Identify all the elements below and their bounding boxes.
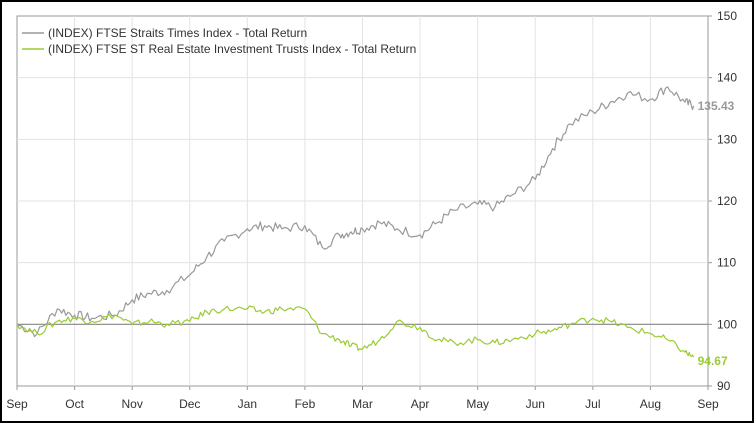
series-line-1	[16, 86, 695, 338]
x-tick-label: Sep	[6, 397, 28, 411]
x-tick-label: Sep	[697, 397, 719, 411]
x-tick-label: Jun	[526, 397, 545, 411]
end-labels: 135.43 94.67	[698, 99, 735, 368]
x-tick-label: Aug	[640, 397, 661, 411]
y-axis: 90 100 110 120 130 140 150	[708, 9, 737, 393]
series-lines	[16, 86, 695, 358]
y-tick-label: 120	[717, 194, 737, 208]
x-tick-label: Nov	[121, 397, 142, 411]
y-tick-label: 110	[717, 256, 736, 270]
end-value-label-1: 135.43	[698, 99, 735, 113]
legend-label-1: (INDEX) FTSE Straits Times Index - Total…	[48, 26, 307, 40]
x-tick-label: Mar	[352, 397, 373, 411]
x-tick-label: Jul	[585, 397, 600, 411]
end-value-label-2: 94.67	[698, 354, 728, 368]
x-tick-label: Apr	[411, 397, 430, 411]
x-tick-label: May	[466, 397, 489, 411]
y-tick-label: 140	[717, 71, 737, 85]
legend: (INDEX) FTSE Straits Times Index - Total…	[22, 26, 416, 56]
y-tick-label: 90	[717, 379, 731, 393]
x-tick-label: Dec	[179, 397, 200, 411]
y-tick-label: 100	[717, 317, 737, 331]
series-line-2	[16, 305, 695, 358]
x-tick-label: Jan	[238, 397, 257, 411]
y-tick-label: 150	[717, 9, 737, 23]
x-tick-label: Oct	[65, 397, 84, 411]
y-tick-label: 130	[717, 132, 737, 146]
x-tick-label: Feb	[295, 397, 316, 411]
x-axis: Sep Oct Nov Dec Jan Feb Mar Apr May Jun Jul Aug Sep	[6, 386, 719, 411]
legend-label-2: (INDEX) FTSE ST Real Estate Investment T…	[48, 42, 416, 56]
